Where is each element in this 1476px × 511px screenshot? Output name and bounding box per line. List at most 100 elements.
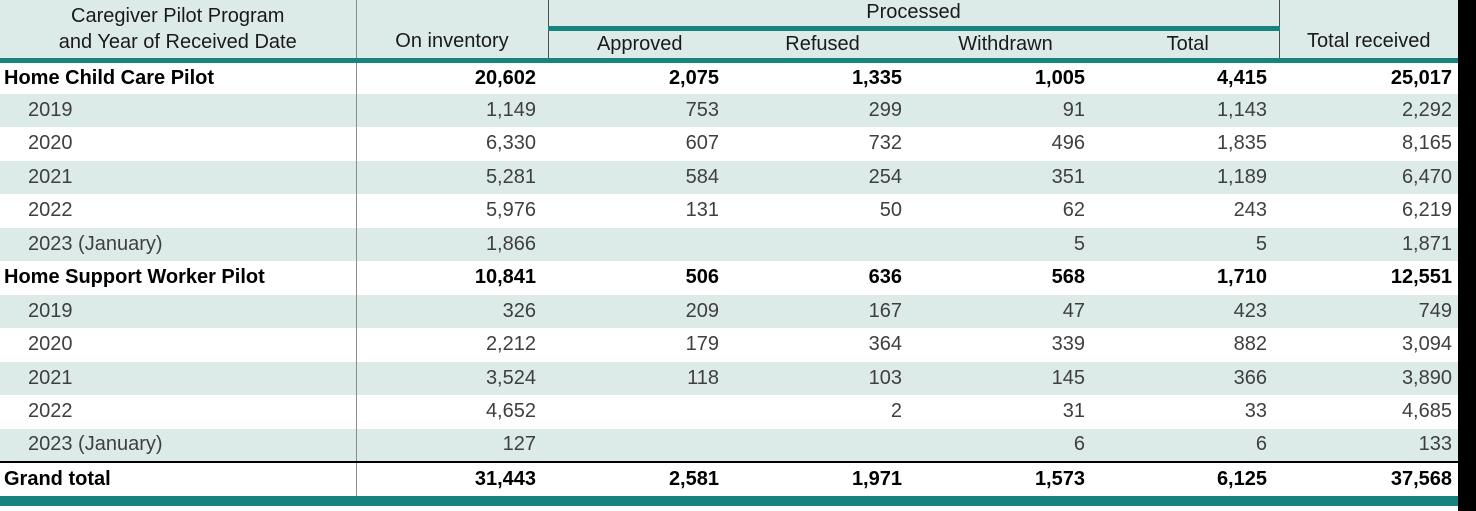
value-cell: 167 (868, 299, 902, 322)
value-cell: 423 (1233, 299, 1267, 322)
header-label-line2: and Year of Received Date (58, 30, 297, 53)
program-group-row: Home Support Worker Pilot 10,841 506 636 568… (0, 261, 1458, 295)
program-group-row: Home Child Care Pilot 20,602 2,075 1,335 1,0… (0, 60, 1458, 94)
row-label: 2022 (0, 395, 357, 429)
value-cell: 5 (1255, 232, 1267, 255)
value-cell: 5 (1073, 232, 1085, 255)
value-cell: 31 (1062, 400, 1085, 423)
grand-total-row: Grand total 31,443 2,581 1,971 1,573 6,125 37,… (0, 461, 1458, 496)
value-cell: 5,281 (485, 165, 536, 188)
value-cell: 131 (685, 199, 719, 222)
year-row: 2019 1,149 753 299 91 1,143 2,292 (0, 93, 1458, 127)
value-cell: 4,415 (1216, 66, 1267, 89)
value-cell: 882 (1233, 333, 1267, 356)
value-cell: 6 (1255, 433, 1267, 456)
column-header-approved: Approved (548, 28, 731, 63)
header-row-top: Caregiver Pilot Program and Year of Rece… (0, 0, 1458, 63)
value-cell: 568 (1051, 266, 1085, 289)
value-cell: 133 (1418, 433, 1452, 456)
value-cell: 351 (1051, 165, 1085, 188)
year-row: 2022 5,976 131 50 62 243 6,219 (0, 194, 1458, 228)
value-cell: 179 (685, 333, 719, 356)
value-cell: 6 (1073, 433, 1085, 456)
caregiver-pilot-table: Caregiver Pilot Program and Year of Rece… (0, 0, 1458, 496)
year-row: 2023 (January) 127 6 6 133 (0, 428, 1458, 463)
value-cell: 753 (685, 98, 719, 121)
column-header-total-received: Total received (1278, 0, 1458, 63)
value-cell: 1,005 (1034, 66, 1085, 89)
value-cell: 749 (1418, 299, 1452, 322)
column-header-on-inventory: On inventory (356, 0, 549, 63)
value-cell: 496 (1051, 132, 1085, 155)
row-label: 2019 (0, 93, 357, 127)
value-cell: 506 (685, 266, 719, 289)
row-label: Home Child Care Pilot (0, 60, 357, 94)
value-cell: 584 (685, 165, 719, 188)
value-cell: 3,094 (1401, 333, 1452, 356)
value-cell: 2,212 (485, 333, 536, 356)
row-label: 2020 (0, 328, 357, 362)
value-cell: 10,841 (474, 266, 536, 289)
row-label: Home Support Worker Pilot (0, 261, 357, 295)
value-cell: 31,443 (356, 461, 548, 496)
column-header-refused: Refused (731, 28, 914, 63)
year-row: 2022 4,652 2 31 33 4,685 (0, 395, 1458, 429)
value-cell: 4,652 (485, 400, 536, 423)
value-cell: 364 (868, 333, 902, 356)
value-cell (548, 429, 731, 463)
value-cell: 103 (868, 366, 902, 389)
value-cell: 2,075 (668, 66, 719, 89)
value-cell (731, 429, 914, 463)
year-row: 2021 3,524 118 103 145 366 3,890 (0, 361, 1458, 395)
header-label-line1: Caregiver Pilot Program (71, 4, 285, 27)
value-cell: 145 (1051, 366, 1085, 389)
row-label: 2023 (January) (0, 428, 357, 462)
value-cell: 37,568 (1279, 461, 1458, 496)
table-header: Caregiver Pilot Program and Year of Rece… (0, 0, 1458, 63)
year-row: 2021 5,281 584 254 351 1,189 6,470 (0, 160, 1458, 194)
row-label: 2022 (0, 194, 357, 228)
column-group-header-processed: Processed (548, 0, 1279, 31)
value-cell: 1,189 (1216, 165, 1267, 188)
value-cell: 127 (502, 433, 536, 456)
value-cell: 8,165 (1401, 132, 1452, 155)
value-cell: 118 (687, 366, 719, 389)
row-label: 2020 (0, 127, 357, 161)
column-header-program-year: Caregiver Pilot Program and Year of Rece… (0, 0, 357, 63)
value-cell: 636 (868, 266, 902, 289)
value-cell: 339 (1051, 333, 1085, 356)
right-black-strip (1458, 0, 1476, 511)
column-header-total: Total (1097, 28, 1279, 63)
value-cell: 1,335 (851, 66, 902, 89)
value-cell: 6,125 (1097, 461, 1279, 496)
column-header-withdrawn: Withdrawn (914, 28, 1097, 63)
value-cell: 6,330 (485, 132, 536, 155)
value-cell (731, 228, 914, 262)
table-body: Home Child Care Pilot 20,602 2,075 1,335 1,0… (0, 60, 1458, 496)
value-cell: 2,292 (1401, 98, 1452, 121)
value-cell: 254 (868, 165, 902, 188)
row-label: 2023 (January) (0, 227, 357, 261)
value-cell: 1,871 (1401, 232, 1452, 255)
value-cell: 2 (890, 400, 902, 423)
row-label: 2021 (0, 361, 357, 395)
value-cell: 5,976 (485, 199, 536, 222)
value-cell: 326 (502, 299, 536, 322)
row-label: 2019 (0, 294, 357, 328)
value-cell: 1,149 (485, 98, 536, 121)
bottom-teal-bar (0, 495, 1458, 506)
row-label: 2021 (0, 160, 357, 194)
value-cell: 12,551 (1390, 266, 1452, 289)
value-cell: 91 (1062, 98, 1085, 121)
value-cell: 25,017 (1390, 66, 1452, 89)
value-cell: 299 (868, 98, 902, 121)
value-cell: 47 (1062, 299, 1085, 322)
value-cell: 209 (685, 299, 719, 322)
year-row: 2019 326 209 167 47 423 749 (0, 294, 1458, 328)
value-cell: 607 (685, 132, 719, 155)
value-cell: 1,573 (914, 461, 1097, 496)
value-cell: 3,524 (485, 366, 536, 389)
value-cell: 3,890 (1401, 366, 1452, 389)
value-cell: 33 (1244, 400, 1267, 423)
